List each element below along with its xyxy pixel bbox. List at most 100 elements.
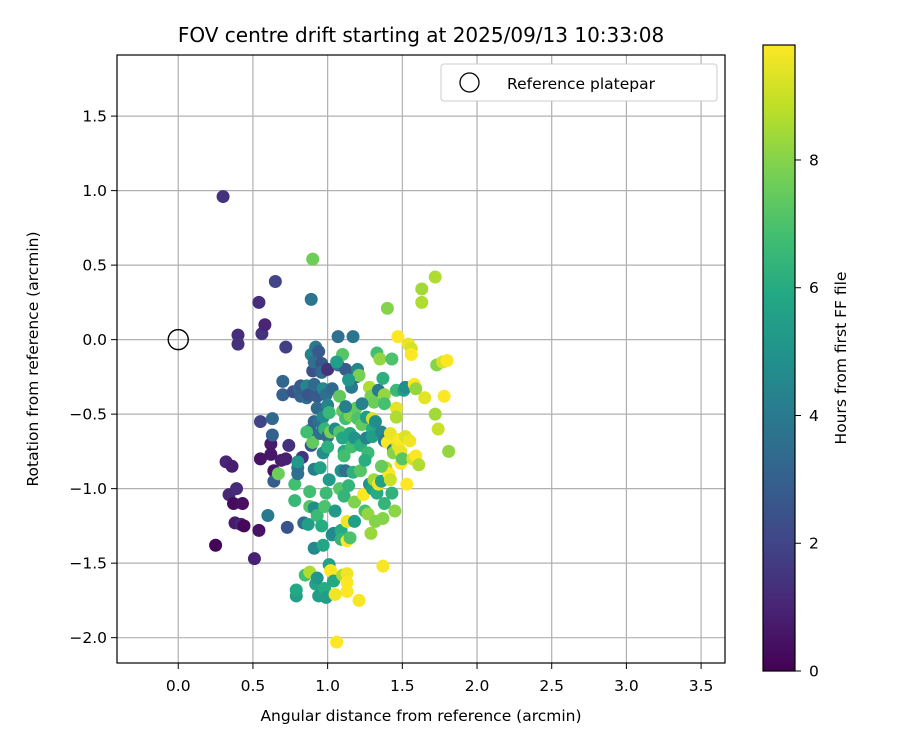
data-point [279,340,293,354]
y-tick-label: 0.0 [82,331,107,349]
data-point [268,275,282,289]
data-point [322,473,336,487]
y-tick-label: −0.5 [69,406,107,424]
data-point [342,479,356,493]
colorbar-tick-label: 6 [809,279,819,297]
data-point [330,635,344,649]
data-point [400,477,414,491]
colorbar-tick-label: 4 [809,407,819,425]
data-point [321,440,335,454]
data-point [315,519,329,533]
data-point [442,444,456,458]
data-point [303,485,317,499]
data-point [328,587,342,601]
data-point [376,511,390,525]
data-point [304,292,318,306]
data-point [237,519,251,533]
reference-marker [167,328,189,351]
legend-marker-icon [459,72,480,93]
data-point [252,295,266,309]
colorbar-label: Hours from first FF file [832,272,850,445]
data-point [337,489,351,503]
colorbar: 0 2 4 6 8 Hours from first FF file [762,44,850,681]
y-tick-label: 1.5 [82,108,107,126]
y-tick-label: −1.0 [69,480,107,498]
data-point [440,353,454,367]
colorbar-ticks: 0 2 4 6 8 [795,151,819,681]
data-point [404,348,418,362]
data-point [282,438,296,452]
data-point [412,458,426,472]
data-point [374,459,388,473]
data-point [264,447,278,461]
data-point [339,400,353,414]
data-point [352,593,366,607]
data-point [348,514,362,528]
data-point [312,345,326,359]
data-point [310,571,324,585]
data-points [209,190,456,649]
data-point [377,397,391,411]
colorbar-tick-label: 0 [809,663,819,681]
x-axis-ticks: 0.0 0.5 1.0 1.5 2.0 2.5 3.0 3.5 [166,663,713,695]
data-point [253,452,267,466]
data-point [377,388,391,402]
y-tick-label: 1.0 [82,182,107,200]
data-point [346,330,360,344]
legend-box [440,63,718,102]
data-point [227,497,241,511]
data-point [265,412,279,426]
data-point [306,252,320,266]
x-tick-label: 0.0 [166,677,191,695]
x-tick-label: 2.5 [539,677,564,695]
data-point [337,449,351,463]
data-point [339,362,353,376]
data-point [383,473,397,487]
chart-title: FOV centre drift starting at 2025/09/13 … [178,23,664,47]
data-point [301,517,315,531]
data-point [252,523,266,537]
data-point [377,497,391,511]
plot-frame [116,54,726,664]
data-point [403,434,417,448]
x-tick-label: 3.0 [614,677,639,695]
data-point [437,389,451,403]
data-point [288,477,302,491]
data-point [352,368,366,382]
data-point [428,270,442,284]
data-point [258,318,272,332]
colorbar-tick-label: 8 [809,151,819,169]
x-axis-label: Angular distance from reference (arcmin) [260,707,581,725]
data-point [209,538,223,552]
data-point [247,552,261,566]
data-point [276,374,290,388]
data-point [418,391,432,405]
data-point [310,508,324,522]
data-point [431,422,445,436]
data-point [340,567,354,581]
data-point [321,362,335,376]
data-point [316,538,330,552]
data-point [388,504,402,518]
data-point [279,452,293,466]
data-point [364,526,378,540]
data-point [328,504,342,518]
legend: Reference platepar [440,63,718,102]
data-point [380,301,394,315]
data-point [319,486,333,500]
data-point [216,190,230,204]
data-point [261,508,275,522]
data-point [288,494,302,508]
data-point [289,583,303,597]
data-point [333,389,347,403]
data-point [291,455,305,469]
data-point [373,352,387,366]
x-tick-label: 1.0 [315,677,340,695]
y-axis-label: Rotation from reference (arcmin) [24,231,42,486]
data-point [231,337,245,351]
data-point [230,482,244,496]
data-point [253,415,267,429]
data-point [342,373,356,387]
data-point [415,282,429,296]
data-point [385,486,399,500]
